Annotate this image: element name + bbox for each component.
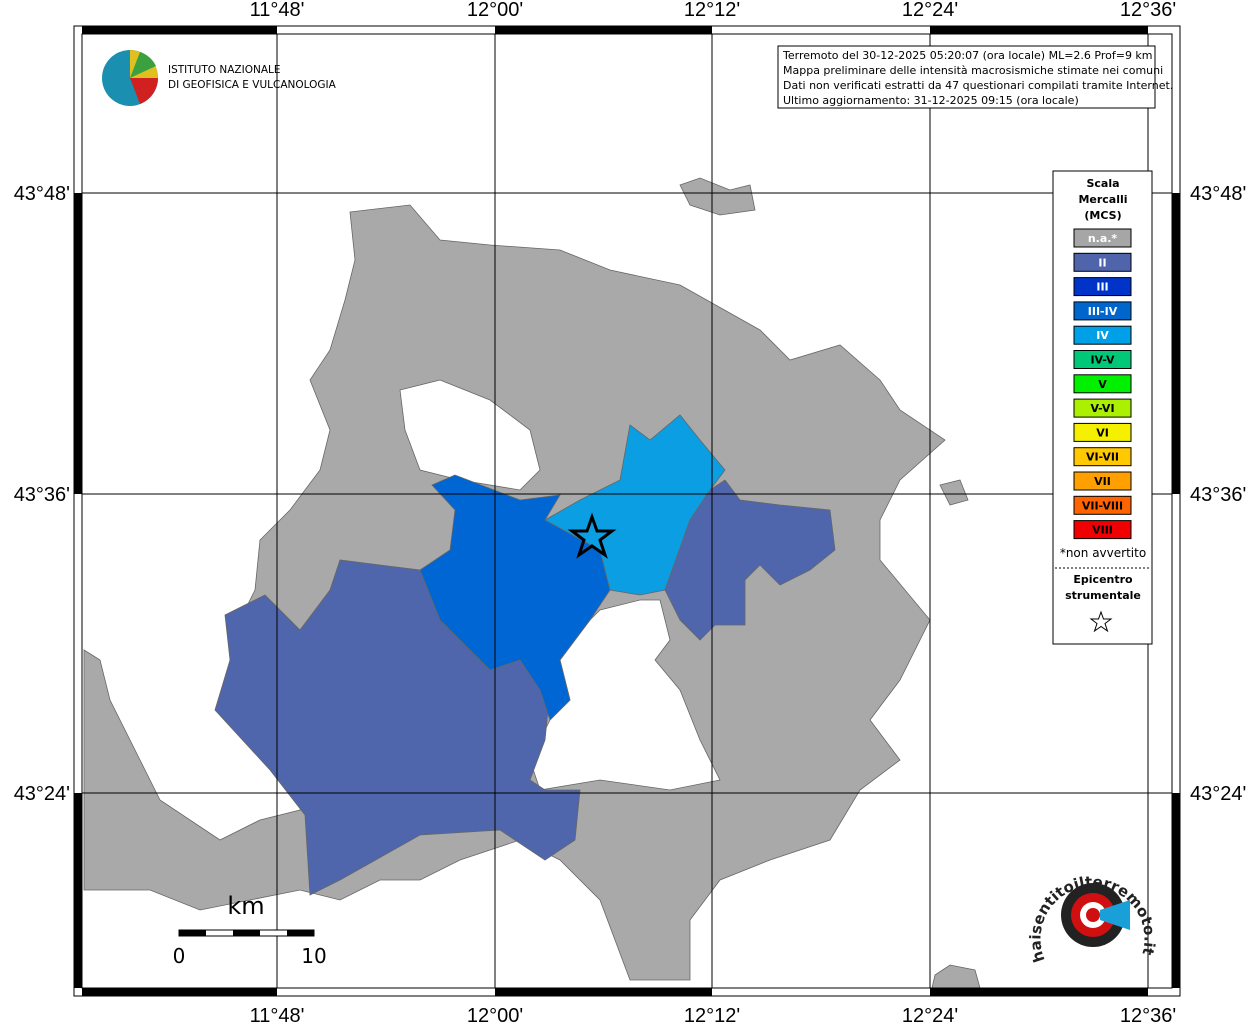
- info-line: Mappa preliminare delle intensità macros…: [783, 64, 1163, 77]
- legend-swatch: [1073, 228, 1132, 248]
- lon-label: 12°36': [1120, 0, 1176, 21]
- legend-swatch: [1073, 350, 1132, 369]
- legend-label: VII-VIII: [1082, 499, 1123, 512]
- frame: [73, 25, 1181, 997]
- ingv-logo: ISTITUTO NAZIONALE DI GEOFISICA E VULCAN…: [102, 50, 337, 106]
- ingv-name: ISTITUTO NAZIONALE: [168, 64, 281, 76]
- region-na: [931, 964, 981, 989]
- scale-label: 10: [301, 944, 326, 968]
- legend-note: *non avvertito: [1060, 546, 1146, 560]
- lat-label: 43°48': [1190, 183, 1246, 205]
- legend-swatch: [1073, 422, 1132, 442]
- lon-label: 12°12': [684, 1005, 740, 1024]
- legend-label: VI-VII: [1086, 451, 1119, 464]
- legend-swatch: [1073, 301, 1132, 321]
- scale-unit: km: [227, 892, 264, 920]
- legend-label: III: [1096, 281, 1108, 294]
- hole: [399, 379, 541, 491]
- legend-label: V: [1098, 378, 1107, 391]
- legend-label: II: [1098, 256, 1106, 269]
- lat-label: 43°48': [14, 183, 70, 205]
- legend: ScalaMercalli(MCS)n.a.*IIIIIIII-IVIVIV-V…: [1055, 177, 1150, 633]
- legend-title: (MCS): [1084, 209, 1121, 222]
- legend-epicenter: strumentale: [1065, 589, 1141, 602]
- info: Terremoto del 30-12-2025 05:20:07 (ora l…: [782, 49, 1173, 107]
- region-ii: [214, 559, 581, 896]
- info-line: Dati non verificati estratti da 47 quest…: [783, 79, 1173, 92]
- legend-label: IV-V: [1090, 354, 1115, 367]
- lon-label: 12°00': [467, 0, 523, 21]
- info-line: Terremoto del 30-12-2025 05:20:07 (ora l…: [782, 49, 1153, 62]
- legend-swatch: [1073, 398, 1132, 418]
- lon-label: 12°36': [1120, 1005, 1176, 1024]
- lon-label: 12°24': [902, 0, 958, 21]
- legend-swatch: [1073, 325, 1132, 345]
- lon-label: 11°48': [250, 1005, 305, 1024]
- ingv-name: DI GEOFISICA E VULCANOLOGIA: [168, 79, 337, 91]
- legend-swatch: [1073, 252, 1132, 272]
- legend-swatch: [1073, 447, 1132, 467]
- lat-label: 43°24': [1190, 783, 1246, 805]
- legend-swatch: [1073, 520, 1132, 540]
- info-box: [777, 45, 1156, 109]
- legend-swatch: [1073, 374, 1132, 394]
- legend-swatch: [1073, 471, 1132, 491]
- scale-label: 0: [173, 944, 186, 968]
- graticule: [82, 34, 1172, 988]
- legend-label: VI: [1096, 426, 1109, 439]
- legend-label: III-IV: [1088, 305, 1118, 318]
- region-iv: [544, 414, 726, 596]
- lat-label: 43°36': [14, 484, 70, 506]
- legend-label: n.a.*: [1088, 232, 1118, 245]
- legend-label: IV: [1096, 329, 1109, 342]
- lon-label: 11°48': [250, 0, 305, 21]
- legend-swatch: [1073, 277, 1132, 297]
- region-iii: [419, 474, 611, 721]
- region-ii: [664, 479, 836, 641]
- epicenter-star: [567, 512, 617, 559]
- legend-star: [1089, 610, 1113, 633]
- lon-label: 12°24': [902, 1005, 958, 1024]
- legend-label: VIII: [1092, 524, 1113, 537]
- region-na: [939, 479, 969, 506]
- legend-title: Mercalli: [1078, 193, 1127, 206]
- regions: [83, 177, 981, 989]
- legend-label: VII: [1094, 475, 1111, 488]
- lat-label: 43°24': [14, 783, 70, 805]
- scale-bar: km 0 10: [173, 892, 327, 968]
- legend-swatch: [1073, 495, 1132, 515]
- legend-title: Scala: [1086, 177, 1119, 190]
- region-na: [679, 177, 756, 216]
- lon-label: 12°12': [684, 0, 740, 21]
- legend-epicenter: Epicentro: [1073, 573, 1133, 586]
- lon-label: 12°00': [467, 1005, 523, 1024]
- legend-label: V-VI: [1090, 402, 1114, 415]
- lat-label: 43°36': [1190, 484, 1246, 506]
- info-line: Ultimo aggiornamento: 31-12-2025 09:15 (…: [783, 94, 1079, 107]
